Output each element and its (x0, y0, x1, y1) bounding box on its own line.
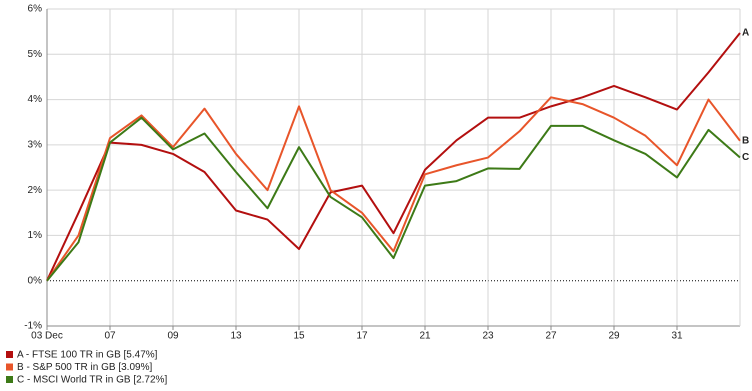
x-tick-label: 29 (608, 331, 620, 342)
series-line (46, 32, 741, 282)
legend-label: B - S&P 500 TR in GB [3.09%] (17, 362, 152, 373)
x-tick-label: 21 (419, 331, 431, 342)
y-tick-label: 1% (28, 230, 43, 241)
legend-label: C - MSCI World TR in GB [2.72%] (17, 375, 167, 386)
y-tick-label: 4% (28, 94, 43, 105)
x-tick-label: 07 (104, 331, 116, 342)
x-tick-label: 17 (356, 331, 368, 342)
x-tick-label: 31 (671, 331, 683, 342)
y-tick-label: 6% (28, 4, 43, 15)
x-tick-label: 09 (167, 331, 179, 342)
y-tick-label: 2% (28, 185, 43, 196)
y-tick-label: 3% (28, 139, 43, 150)
x-tick-label: 03 Dec (31, 331, 63, 342)
legend-swatch (6, 351, 13, 358)
series-line (46, 96, 741, 282)
y-tick-label: 5% (28, 49, 43, 60)
y-tick-label: 0% (28, 275, 43, 286)
x-tick-label: 15 (293, 331, 305, 342)
y-tick-label: -1% (24, 321, 42, 332)
end-label: B (742, 135, 749, 146)
legend-label: A - FTSE 100 TR in GB [5.47%] (17, 350, 158, 361)
end-label: A (742, 28, 749, 39)
x-tick-label: 13 (230, 331, 242, 342)
legend-swatch (6, 363, 13, 371)
legend-swatch (6, 376, 13, 383)
end-label: C (742, 152, 749, 163)
x-tick-label: 27 (545, 331, 557, 342)
series-line (46, 116, 741, 282)
x-tick-label: 23 (482, 331, 494, 342)
